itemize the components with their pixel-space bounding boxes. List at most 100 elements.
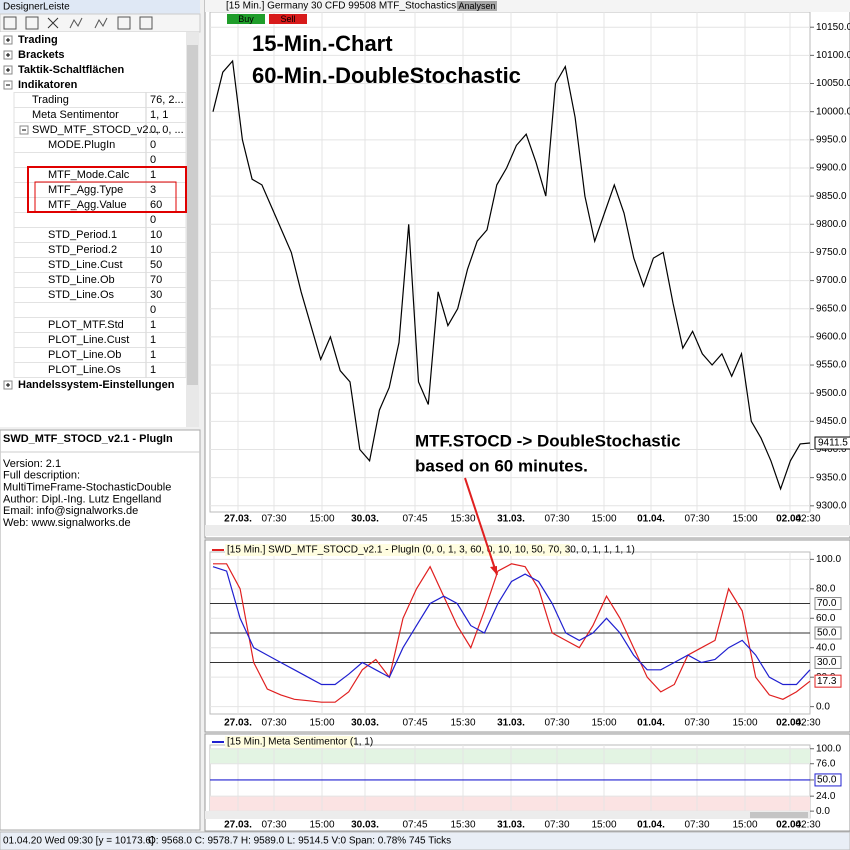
tree-value[interactable]: 10 (150, 244, 162, 256)
scroll-thumb[interactable] (750, 812, 808, 818)
panel-titlebar (0, 0, 200, 14)
y-tick-label: 9700.0 (816, 275, 847, 286)
y-tick-label: 0.0 (816, 701, 830, 712)
tree-label[interactable]: SWD_MTF_STOCD_v2.... (32, 124, 161, 136)
tree-value[interactable]: 0 (150, 304, 156, 316)
button[interactable] (457, 1, 497, 11)
description-line: Web: www.signalworks.de (3, 517, 131, 529)
tree-label[interactable]: MODE.PlugIn (48, 139, 115, 151)
tree-value[interactable]: 0, 0, ... (150, 124, 184, 136)
y-tick-label: 9300.0 (816, 500, 847, 511)
scrollbar-h[interactable] (205, 525, 850, 536)
x-tick-label: 27.03. (224, 718, 252, 729)
tree-label[interactable]: STD_Period.1 (48, 229, 117, 241)
button-label[interactable]: Analysen (458, 1, 495, 11)
tree-label[interactable]: Meta Sentimentor (32, 109, 119, 121)
tree-value[interactable]: 1 (150, 169, 156, 181)
y-tick-label: 40.0 (816, 642, 836, 653)
tree-value[interactable]: 0 (150, 214, 156, 226)
x-tick-label: 02.04. (776, 820, 804, 831)
tree-label[interactable]: STD_Line.Os (48, 289, 115, 301)
level-label: 30.0 (817, 657, 837, 668)
level-box (814, 655, 842, 669)
x-tick-label: 27.03. (224, 514, 252, 525)
y-tick-label: 9950.0 (816, 134, 847, 145)
icon[interactable] (25, 16, 39, 30)
tree-label[interactable]: PLOT_Line.Cust (48, 334, 129, 346)
tree-value[interactable]: 30 (150, 289, 162, 301)
y-tick-label: 80.0 (816, 583, 836, 594)
tree-label[interactable]: Indikatoren (18, 79, 78, 91)
x-tick-label: 07:30 (261, 820, 286, 831)
tree-label[interactable]: PLOT_Line.Ob (48, 349, 121, 361)
x-tick-label: 07:30 (684, 718, 709, 729)
tree-value[interactable]: 76, 2... (150, 94, 184, 106)
charts: 10150.0 10100.0 10050.0 10000.0 9950.0 9900.0… (204, 0, 850, 832)
button[interactable] (269, 14, 307, 24)
button[interactable] (227, 14, 265, 24)
x-tick-label: 07:45 (402, 820, 427, 831)
tree-label[interactable]: STD_Line.Cust (48, 259, 123, 271)
tree-value[interactable]: 0 (150, 139, 156, 151)
button-label[interactable]: Sell (280, 14, 295, 24)
description-line: MultiTimeFrame-StochasticDouble (3, 482, 171, 494)
x-tick-label: 07:45 (402, 514, 427, 525)
tree-label[interactable]: MTF_Agg.Value (48, 199, 127, 211)
tree-label[interactable]: PLOT_Line.Os (48, 364, 121, 376)
icon[interactable] (3, 16, 17, 30)
tree-label[interactable]: Brackets (18, 49, 64, 61)
tree-label[interactable]: PLOT_MTF.Std (48, 319, 124, 331)
tree-value[interactable]: 3 (150, 184, 156, 196)
x-tick-label: 01.04. (637, 514, 665, 525)
scrollbar-h[interactable] (205, 811, 810, 819)
tree-label[interactable]: MTF_Mode.Calc (48, 169, 130, 181)
tree-value[interactable]: 1 (150, 364, 156, 376)
y-tick-label: 9750.0 (816, 247, 847, 258)
tree-label[interactable]: STD_Line.Ob (48, 274, 115, 286)
x-tick-label: 07:30 (261, 514, 286, 525)
annotation: 15-Min.-Chart (252, 31, 393, 56)
stoch-line (213, 563, 811, 703)
x-tick-label: 07:30 (684, 820, 709, 831)
icon[interactable] (117, 16, 131, 30)
y-tick-label: 24.0 (816, 791, 836, 802)
tree-value[interactable]: 60 (150, 199, 162, 211)
annotation: based on 60 minutes. (415, 456, 588, 475)
tree-value[interactable]: 10 (150, 229, 162, 241)
tree-value[interactable]: 1, 1 (150, 109, 168, 121)
tree-label[interactable]: Handelssystem-Einstellungen (18, 379, 175, 391)
level-label: 70.0 (817, 598, 837, 609)
tree-value[interactable]: 50 (150, 259, 162, 271)
tree-value[interactable]: 1 (150, 349, 156, 361)
tree-label[interactable]: STD_Period.2 (48, 244, 117, 256)
chart-header (205, 0, 850, 12)
scroll-thumb[interactable] (187, 45, 198, 385)
icon[interactable] (139, 16, 153, 30)
level-label: 50.0 (817, 628, 837, 639)
tree-label[interactable]: MTF_Agg.Type (48, 184, 123, 196)
tree-label[interactable]: Trading (18, 34, 58, 46)
tree-value[interactable]: 0 (150, 154, 156, 166)
panel-title: DesignerLeiste (3, 2, 70, 13)
tree-label[interactable]: Trading (32, 94, 69, 106)
button-label[interactable]: Buy (238, 14, 254, 24)
description-line: Full description: (3, 470, 80, 482)
y-tick-label: 10000.0 (816, 106, 850, 117)
tree-label[interactable]: Taktik-Schaltflächen (18, 64, 124, 76)
x-tick-label: 15:00 (309, 514, 334, 525)
tree-value[interactable]: 1 (150, 319, 156, 331)
y-tick-label: 9500.0 (816, 388, 847, 399)
chart-title: [15 Min.] Meta Sentimentor (1, 1) (227, 737, 373, 748)
y-tick-label: 60.0 (816, 613, 836, 624)
icon[interactable] (47, 17, 59, 29)
x-tick-label: 07:45 (402, 718, 427, 729)
tree-value[interactable]: 1 (150, 334, 156, 346)
icon[interactable] (94, 17, 108, 29)
x-tick-label: 15:00 (732, 820, 757, 831)
chart-title: [15 Min.] SWD_MTF_STOCD_v2.1 - PlugIn (0… (227, 545, 635, 556)
x-tick-label: 15:00 (309, 718, 334, 729)
x-tick-label: 27.03. (224, 820, 252, 831)
icon[interactable] (69, 17, 83, 29)
tree-value[interactable]: 70 (150, 274, 162, 286)
